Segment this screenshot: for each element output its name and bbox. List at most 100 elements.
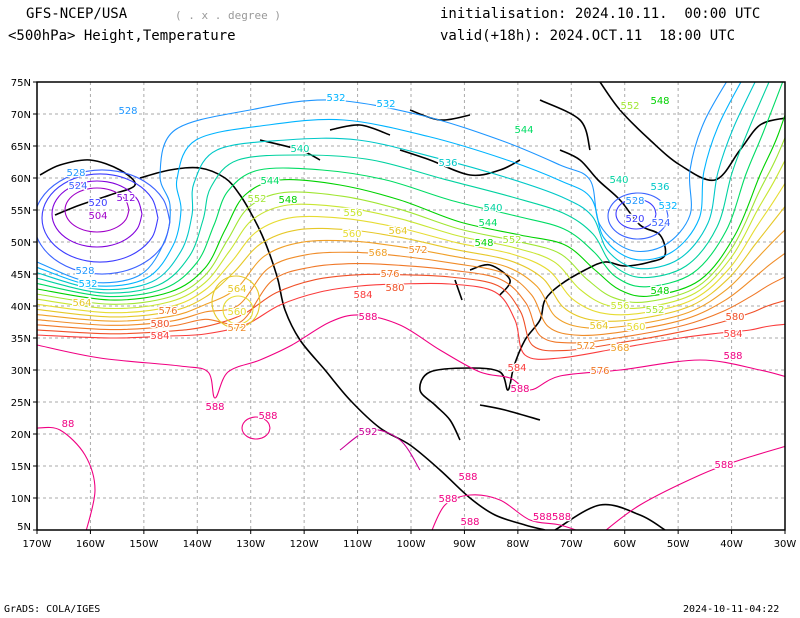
contour-560 <box>222 295 254 325</box>
coastline <box>554 503 666 530</box>
contour-524 <box>607 192 669 240</box>
contour-label: 548 <box>278 195 297 206</box>
contour-label: 568 <box>610 343 629 354</box>
contour-520 <box>615 198 657 230</box>
coastlines <box>39 82 785 530</box>
contour-label: 572 <box>227 323 246 334</box>
contour-label: 588 <box>714 460 733 471</box>
contour-584 <box>37 282 785 360</box>
lon-tick-label: 160W <box>76 539 105 550</box>
lat-tick-label: 15N <box>11 462 31 473</box>
lat-tick-label: 40N <box>11 302 31 313</box>
contour-label: 520 <box>88 198 107 209</box>
contour-520 <box>41 173 159 263</box>
coastline <box>419 149 667 441</box>
contour-label: 560 <box>626 322 645 333</box>
contour-label: 588 <box>205 402 224 413</box>
lon-tick-label: 120W <box>290 539 319 550</box>
contour-label: 524 <box>68 181 87 192</box>
coastline <box>469 263 511 296</box>
contour-label: 536 <box>438 158 457 169</box>
contour-label: 544 <box>260 176 279 187</box>
contour-label: 584 <box>723 329 742 340</box>
lon-tick-label: 100W <box>397 539 426 550</box>
contour-572 <box>37 251 785 336</box>
valid-time: valid(+18h): 2024.OCT.11 18:00 UTC <box>440 28 736 44</box>
contour-label: 588 <box>460 517 479 528</box>
contour-label: 564 <box>227 284 246 295</box>
coastline <box>399 149 521 177</box>
model-title: GFS-NCEP/USA <box>26 6 128 22</box>
contour-label: 512 <box>116 193 135 204</box>
contour-label: 532 <box>658 201 677 212</box>
contour-label: 548 <box>650 96 669 107</box>
lon-tick-label: 40W <box>720 539 743 550</box>
contour-label: 588 <box>438 494 457 505</box>
axis-labels: 75N 70N 65N 60N 55N 50N 45N 40N 35N 30N 25N 20N 15N 1… <box>11 78 797 550</box>
lon-tick-label: 140W <box>183 539 212 550</box>
contour-label: 544 <box>478 218 497 229</box>
contour-label: 532 <box>326 93 345 104</box>
contour-552 <box>37 136 785 305</box>
contour-592 <box>339 429 421 471</box>
contour-label: 584 <box>150 331 169 342</box>
contour-label: 564 <box>388 226 407 237</box>
contour-label: 556 <box>610 301 629 312</box>
lat-tick-label: 20N <box>11 430 31 441</box>
coastline <box>479 404 541 421</box>
contour-536 <box>37 82 756 291</box>
coastline <box>329 124 391 136</box>
contour-580 <box>37 273 785 352</box>
lon-tick-label: 50W <box>667 539 690 550</box>
contour-label: 552 <box>502 235 521 246</box>
contour-label: 568 <box>368 248 387 259</box>
lon-tick-label: 60W <box>613 539 636 550</box>
lat-tick-label: 65N <box>11 142 31 153</box>
contour-label: 540 <box>609 175 628 186</box>
lon-tick-label: 30W <box>774 539 797 550</box>
contour-label: 564 <box>589 321 608 332</box>
contour-label: 576 <box>380 269 399 280</box>
contour-label: 520 <box>625 214 644 225</box>
contour-524 <box>37 169 171 275</box>
contour-label: 532 <box>78 279 97 290</box>
resolution-note: ( . x . degree ) <box>175 9 281 22</box>
lat-tick-label: 75N <box>11 78 31 89</box>
lat-tick-label: 70N <box>11 110 31 121</box>
coastline <box>39 159 136 216</box>
contour-label: 504 <box>88 211 107 222</box>
contour-label: 528 <box>625 196 644 207</box>
render-timestamp: 2024-10-11-04:22 <box>683 604 780 615</box>
contour-label: 576 <box>158 306 177 317</box>
lon-tick-label: 70W <box>560 539 583 550</box>
lon-tick-label: 80W <box>507 539 530 550</box>
lat-tick-label: 5N <box>17 522 31 533</box>
contour-588 <box>605 445 785 530</box>
contour-label: 536 <box>650 182 669 193</box>
contour-label: 528 <box>118 106 137 117</box>
lon-tick-label: 150W <box>129 539 158 550</box>
contour-label: 588588 <box>533 512 571 523</box>
lon-tick-label: 170W <box>23 539 52 550</box>
contour-label: 552 <box>645 305 664 316</box>
contour-label: 572 <box>576 341 595 352</box>
contour-532 <box>37 82 742 287</box>
contour-588 <box>37 426 96 530</box>
contour-label: 560 <box>227 307 246 318</box>
contour-label: 540 <box>483 203 502 214</box>
contour-588 <box>241 416 271 440</box>
lat-tick-label: 60N <box>11 174 31 185</box>
lat-tick-label: 35N <box>11 334 31 345</box>
height-contours <box>37 82 785 530</box>
contour-label: 544 <box>514 125 533 136</box>
contour-588 <box>37 314 785 399</box>
contour-576 <box>37 262 785 344</box>
lon-tick-label: 90W <box>453 539 476 550</box>
contour-564 <box>37 205 785 322</box>
contour-label: 580 <box>150 319 169 330</box>
contour-label: 552 <box>247 194 266 205</box>
contour-label: 580 <box>385 283 404 294</box>
lat-tick-label: 45N <box>11 270 31 281</box>
lon-tick-label: 110W <box>343 539 372 550</box>
contour-label: 584 <box>353 290 372 301</box>
